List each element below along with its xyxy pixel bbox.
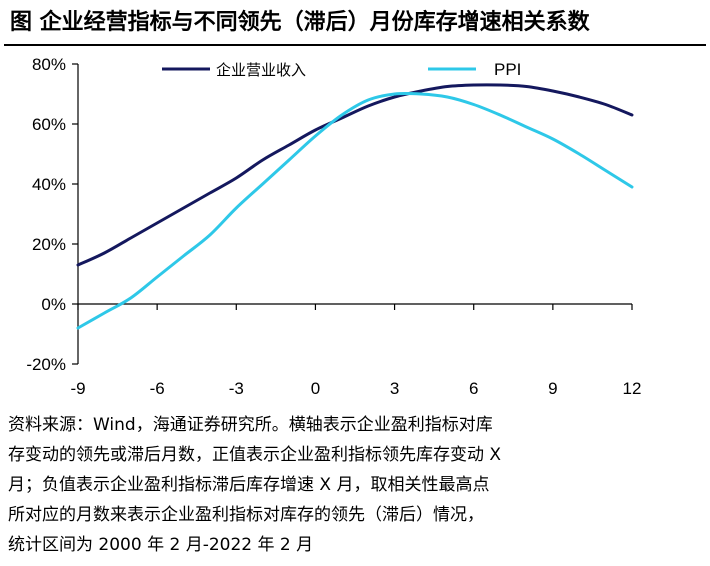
series-line-ppi xyxy=(76,91,634,330)
x-tick-label: 3 xyxy=(390,379,399,398)
figure-title: 图 企业经营指标与不同领先（滞后）月份库存增速相关系数 xyxy=(10,10,590,35)
correlation-line-chart: -20% 0% 20% 40% 60% 80% -9 -6 -3 0 3 6 9 12 企业营业收入 PPI xyxy=(26,55,641,398)
x-tick-label: -6 xyxy=(150,379,165,398)
chart-legend: 企业营业收入 PPI xyxy=(162,60,521,79)
legend-label-revenue: 企业营业收入 xyxy=(216,61,306,79)
legend-label-ppi: PPI xyxy=(494,60,521,79)
source-note-line: 资料来源：Wind，海通证券研究所。横轴表示企业盈利指标对库 xyxy=(8,415,493,435)
title-divider xyxy=(4,44,706,46)
source-note-line: 所对应的月数来表示企业盈利指标对库存的领先（滞后）情况， xyxy=(8,505,484,525)
x-tick-label: 6 xyxy=(469,379,478,398)
x-tick-label: 12 xyxy=(623,379,642,398)
source-note-line: 月；负值表示企业盈利指标滞后库存增速 X 月，取相关性最高点 xyxy=(8,475,490,495)
source-note-line: 统计区间为 2000 年 2 月-2022 年 2 月 xyxy=(8,535,314,555)
y-tick-label: 60% xyxy=(32,115,66,134)
source-note: 资料来源：Wind，海通证券研究所。横轴表示企业盈利指标对库 存变动的领先或滞后… xyxy=(8,410,704,560)
series-layer xyxy=(76,83,634,330)
chart-axes: -20% 0% 20% 40% 60% 80% -9 -6 -3 0 3 6 9 12 xyxy=(26,55,641,398)
x-tick-label: -3 xyxy=(229,379,244,398)
source-note-line: 存变动的领先或滞后月数，正值表示企业盈利指标领先库存变动 X xyxy=(8,445,502,465)
y-tick-label: -20% xyxy=(26,355,66,374)
y-tick-label: 20% xyxy=(32,235,66,254)
x-tick-label: -9 xyxy=(70,379,85,398)
y-tick-label: 0% xyxy=(41,295,66,314)
x-tick-label: 9 xyxy=(548,379,557,398)
series-line-revenue xyxy=(76,83,634,267)
x-tick-label: 0 xyxy=(311,379,320,398)
y-tick-label: 40% xyxy=(32,175,66,194)
y-tick-label: 80% xyxy=(32,55,66,74)
